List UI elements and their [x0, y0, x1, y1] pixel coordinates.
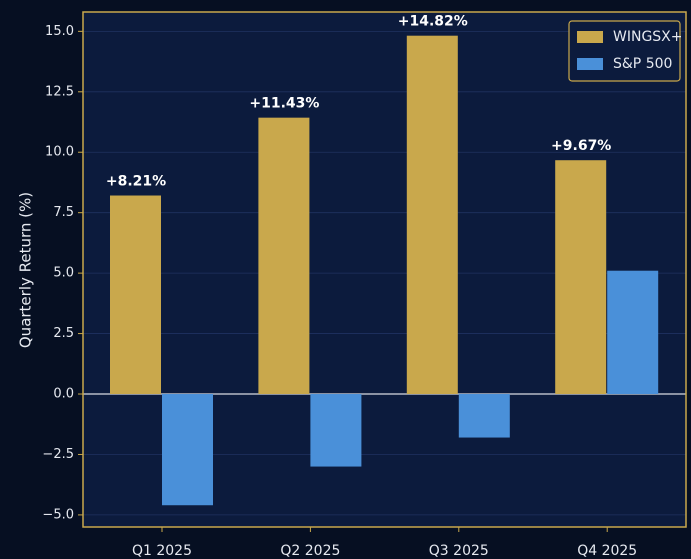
bar	[458, 394, 510, 438]
y-tick-label: −5.0	[42, 507, 74, 522]
legend-swatch	[577, 58, 603, 70]
x-tick-label: Q1 2025	[132, 543, 192, 559]
bar	[162, 394, 213, 506]
bar	[406, 35, 458, 395]
y-tick-label: −2.5	[42, 447, 74, 462]
plot-frame	[82, 11, 687, 528]
y-tick-label: 0.0	[53, 387, 74, 402]
bar	[607, 270, 659, 395]
value-label: +8.21%	[106, 174, 166, 190]
legend-label: WINGSX+	[613, 29, 683, 45]
y-tick-label: 12.5	[45, 84, 74, 99]
y-tick-label: 10.0	[45, 145, 74, 160]
bar	[258, 117, 310, 395]
legend-label: S&P 500	[613, 56, 672, 72]
value-label: +11.43%	[249, 96, 319, 112]
x-tick-label: Q3 2025	[429, 543, 489, 559]
x-tick-label: Q4 2025	[577, 543, 637, 559]
legend-swatch	[577, 31, 603, 43]
bar	[310, 394, 362, 467]
y-tick-label: 7.5	[53, 205, 74, 220]
value-label: +14.82%	[398, 14, 468, 30]
y-tick-label: 5.0	[53, 266, 74, 281]
value-label: +9.67%	[551, 138, 611, 154]
x-tick-label: Q2 2025	[280, 543, 340, 559]
bar	[110, 195, 161, 395]
y-tick-label: 15.0	[45, 24, 74, 39]
y-tick-label: 2.5	[53, 326, 74, 341]
bar	[555, 160, 607, 395]
y-axis-label: Quarterly Return (%)	[17, 192, 35, 348]
